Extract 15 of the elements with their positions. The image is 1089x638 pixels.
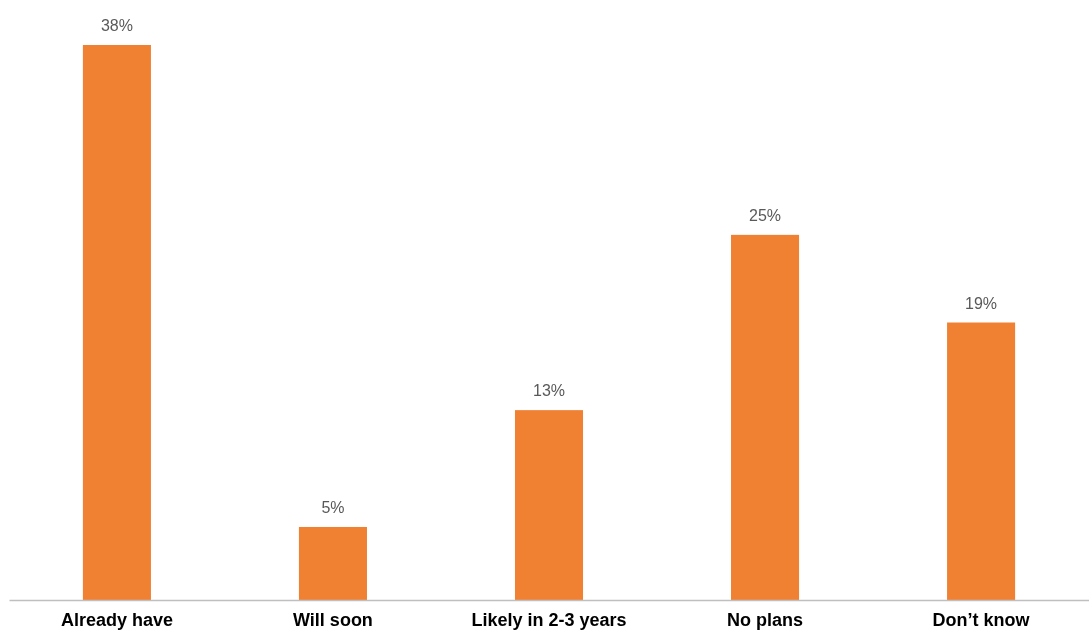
bar	[731, 234, 800, 600]
x-tick-label: Will soon	[293, 609, 373, 630]
bar	[514, 410, 584, 600]
bar	[82, 45, 151, 600]
x-tick-label: Likely in 2-3 years	[471, 609, 627, 630]
data-label: 5%	[321, 498, 345, 516]
bar	[298, 526, 367, 600]
x-tick-label: No plans	[727, 609, 804, 630]
x-tick-label: Already have	[60, 609, 173, 630]
bar	[947, 322, 1016, 600]
data-label: 38%	[100, 17, 133, 34]
x-tick-label: Don’t know	[932, 609, 1031, 630]
data-label: 13%	[532, 382, 566, 400]
data-label: 25%	[749, 206, 782, 224]
data-label: 19%	[965, 294, 998, 312]
